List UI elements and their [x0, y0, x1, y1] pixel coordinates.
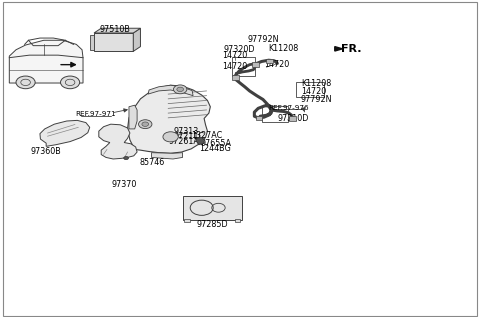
- Polygon shape: [196, 137, 204, 145]
- Bar: [232, 75, 239, 80]
- Text: 97370: 97370: [111, 180, 137, 189]
- Text: 14720: 14720: [301, 87, 327, 96]
- Text: REF.97-971: REF.97-971: [75, 111, 116, 117]
- Polygon shape: [90, 35, 94, 50]
- Bar: [266, 59, 273, 63]
- Bar: [184, 219, 190, 222]
- Text: 1327AC: 1327AC: [191, 131, 222, 140]
- Text: 97313: 97313: [174, 127, 199, 136]
- Text: 97310D: 97310D: [278, 114, 309, 123]
- Circle shape: [16, 76, 35, 89]
- Polygon shape: [133, 28, 141, 51]
- Bar: [182, 196, 242, 220]
- Text: 97792N: 97792N: [301, 95, 332, 104]
- Polygon shape: [94, 33, 133, 51]
- Text: 97285D: 97285D: [197, 220, 228, 229]
- Text: K11208: K11208: [268, 44, 298, 53]
- Bar: [289, 116, 296, 121]
- Circle shape: [124, 156, 129, 160]
- Polygon shape: [99, 124, 137, 159]
- Polygon shape: [9, 40, 83, 83]
- Text: 97360B: 97360B: [31, 147, 61, 156]
- Bar: [256, 116, 263, 120]
- Polygon shape: [128, 85, 210, 153]
- Text: 85746: 85746: [140, 158, 165, 167]
- Text: 14720: 14720: [223, 51, 248, 60]
- Text: 97320D: 97320D: [223, 45, 255, 54]
- Circle shape: [142, 122, 149, 126]
- Text: REF.97-976: REF.97-976: [268, 105, 309, 111]
- Bar: [232, 57, 255, 76]
- Polygon shape: [148, 85, 193, 96]
- Polygon shape: [152, 153, 182, 159]
- Bar: [235, 219, 240, 222]
- Bar: [297, 82, 324, 97]
- Text: 97510B: 97510B: [99, 25, 130, 34]
- Text: K11208: K11208: [301, 79, 332, 88]
- Polygon shape: [335, 47, 342, 51]
- Text: FR.: FR.: [341, 44, 362, 54]
- Circle shape: [60, 76, 80, 89]
- Circle shape: [177, 87, 183, 92]
- Text: 14720: 14720: [223, 62, 248, 71]
- Text: 1244BG: 1244BG: [199, 144, 231, 153]
- Polygon shape: [94, 28, 141, 33]
- Circle shape: [163, 132, 178, 142]
- Polygon shape: [129, 105, 137, 129]
- Text: 97655A: 97655A: [201, 139, 232, 148]
- Text: 97261A: 97261A: [168, 137, 199, 146]
- Text: 97211C: 97211C: [174, 132, 205, 141]
- Circle shape: [173, 85, 187, 94]
- Text: 14720: 14720: [264, 59, 289, 68]
- Circle shape: [139, 120, 152, 128]
- Bar: [262, 106, 288, 122]
- Text: 97792N: 97792N: [248, 35, 279, 44]
- Bar: [252, 62, 259, 67]
- Polygon shape: [40, 121, 90, 146]
